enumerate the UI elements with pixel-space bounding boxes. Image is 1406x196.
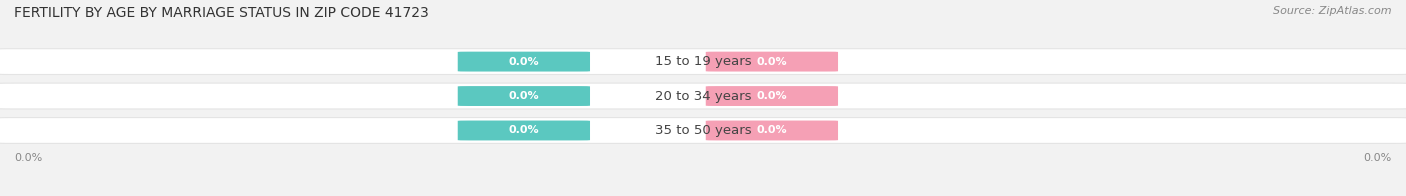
Text: 35 to 50 years: 35 to 50 years: [655, 124, 751, 137]
Text: 20 to 34 years: 20 to 34 years: [655, 90, 751, 103]
FancyBboxPatch shape: [0, 118, 1406, 143]
Text: 0.0%: 0.0%: [756, 57, 787, 67]
FancyBboxPatch shape: [0, 83, 1406, 109]
Text: 0.0%: 0.0%: [756, 125, 787, 135]
Text: 0.0%: 0.0%: [509, 57, 538, 67]
FancyBboxPatch shape: [458, 52, 591, 72]
FancyBboxPatch shape: [458, 121, 591, 141]
Text: 15 to 19 years: 15 to 19 years: [655, 55, 751, 68]
FancyBboxPatch shape: [706, 121, 838, 141]
Text: 0.0%: 0.0%: [509, 91, 538, 101]
Text: Source: ZipAtlas.com: Source: ZipAtlas.com: [1274, 6, 1392, 16]
FancyBboxPatch shape: [706, 86, 838, 106]
Text: FERTILITY BY AGE BY MARRIAGE STATUS IN ZIP CODE 41723: FERTILITY BY AGE BY MARRIAGE STATUS IN Z…: [14, 6, 429, 20]
FancyBboxPatch shape: [706, 52, 838, 72]
Text: 0.0%: 0.0%: [756, 91, 787, 101]
FancyBboxPatch shape: [0, 49, 1406, 74]
Text: 0.0%: 0.0%: [509, 125, 538, 135]
Text: 0.0%: 0.0%: [1364, 153, 1392, 163]
Text: 0.0%: 0.0%: [14, 153, 42, 163]
FancyBboxPatch shape: [458, 86, 591, 106]
